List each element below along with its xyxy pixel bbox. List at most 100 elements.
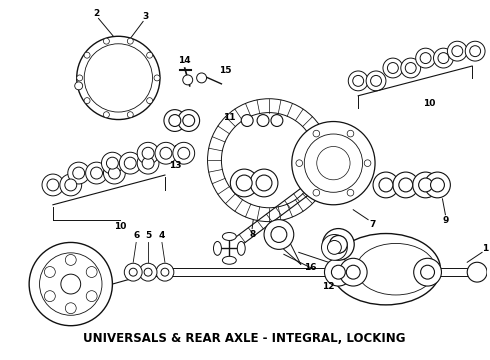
- Circle shape: [401, 58, 420, 78]
- Circle shape: [434, 48, 453, 68]
- Circle shape: [103, 112, 109, 118]
- Circle shape: [264, 220, 294, 249]
- Circle shape: [221, 113, 317, 208]
- Circle shape: [45, 291, 55, 302]
- Circle shape: [77, 75, 83, 81]
- Circle shape: [304, 134, 363, 192]
- Circle shape: [370, 76, 382, 86]
- Circle shape: [418, 178, 433, 192]
- Circle shape: [160, 147, 172, 159]
- Circle shape: [173, 142, 195, 164]
- Circle shape: [84, 52, 90, 58]
- Text: 10: 10: [423, 99, 436, 108]
- Circle shape: [60, 174, 82, 196]
- Circle shape: [154, 75, 160, 81]
- Circle shape: [313, 189, 319, 196]
- Circle shape: [324, 258, 352, 286]
- Circle shape: [364, 160, 371, 166]
- Circle shape: [147, 98, 152, 104]
- Circle shape: [271, 226, 287, 242]
- Circle shape: [292, 122, 375, 205]
- Ellipse shape: [237, 242, 245, 255]
- Circle shape: [40, 253, 102, 315]
- Circle shape: [103, 38, 109, 44]
- Circle shape: [416, 48, 436, 68]
- Circle shape: [47, 179, 59, 191]
- Text: 4: 4: [159, 231, 165, 240]
- Circle shape: [347, 189, 354, 196]
- Circle shape: [103, 162, 125, 184]
- Circle shape: [84, 44, 152, 112]
- Circle shape: [137, 152, 159, 174]
- Circle shape: [42, 174, 64, 196]
- Circle shape: [331, 265, 345, 279]
- Circle shape: [65, 303, 76, 314]
- Circle shape: [313, 130, 319, 137]
- Circle shape: [321, 234, 347, 260]
- Circle shape: [161, 268, 169, 276]
- Circle shape: [271, 114, 283, 126]
- Circle shape: [347, 130, 354, 137]
- Text: 15: 15: [219, 67, 232, 76]
- Circle shape: [178, 110, 199, 131]
- Circle shape: [45, 266, 55, 278]
- Circle shape: [383, 58, 403, 78]
- Circle shape: [353, 76, 364, 86]
- Circle shape: [366, 71, 386, 91]
- Text: 13: 13: [169, 161, 181, 170]
- Circle shape: [327, 240, 342, 254]
- Circle shape: [467, 262, 487, 282]
- Circle shape: [129, 268, 137, 276]
- Ellipse shape: [323, 238, 346, 257]
- Circle shape: [156, 263, 174, 281]
- Circle shape: [348, 71, 368, 91]
- Circle shape: [65, 255, 76, 265]
- Circle shape: [77, 36, 160, 120]
- Circle shape: [379, 178, 393, 192]
- Circle shape: [241, 114, 253, 126]
- Circle shape: [137, 142, 159, 164]
- Circle shape: [317, 147, 350, 180]
- Circle shape: [155, 142, 177, 164]
- Circle shape: [329, 235, 347, 253]
- Circle shape: [139, 263, 157, 281]
- Circle shape: [252, 110, 274, 131]
- Circle shape: [431, 178, 444, 192]
- Circle shape: [65, 179, 77, 191]
- Circle shape: [164, 110, 186, 131]
- Text: 3: 3: [142, 12, 148, 21]
- Circle shape: [142, 157, 154, 169]
- Circle shape: [266, 110, 288, 131]
- Circle shape: [127, 38, 133, 44]
- Circle shape: [405, 63, 416, 73]
- Text: 6: 6: [133, 231, 139, 240]
- Circle shape: [73, 167, 85, 179]
- Circle shape: [465, 41, 485, 61]
- Circle shape: [101, 152, 123, 174]
- Ellipse shape: [356, 243, 436, 295]
- Circle shape: [373, 172, 399, 198]
- Circle shape: [420, 265, 435, 279]
- Ellipse shape: [331, 234, 441, 305]
- Circle shape: [142, 147, 154, 159]
- Circle shape: [425, 172, 450, 198]
- Text: 1: 1: [482, 244, 488, 253]
- Text: 8: 8: [249, 230, 255, 239]
- Circle shape: [86, 266, 97, 278]
- Circle shape: [438, 53, 449, 64]
- Circle shape: [236, 175, 252, 191]
- Circle shape: [29, 242, 112, 326]
- Circle shape: [124, 263, 142, 281]
- Text: 9: 9: [442, 216, 449, 225]
- Text: 7: 7: [370, 220, 376, 229]
- Text: 14: 14: [178, 55, 191, 64]
- Circle shape: [414, 258, 441, 286]
- Circle shape: [124, 157, 136, 169]
- Circle shape: [108, 167, 121, 179]
- Circle shape: [169, 114, 181, 126]
- Circle shape: [447, 41, 467, 61]
- Circle shape: [340, 258, 367, 286]
- Circle shape: [322, 229, 354, 260]
- Circle shape: [296, 160, 303, 166]
- Circle shape: [393, 172, 418, 198]
